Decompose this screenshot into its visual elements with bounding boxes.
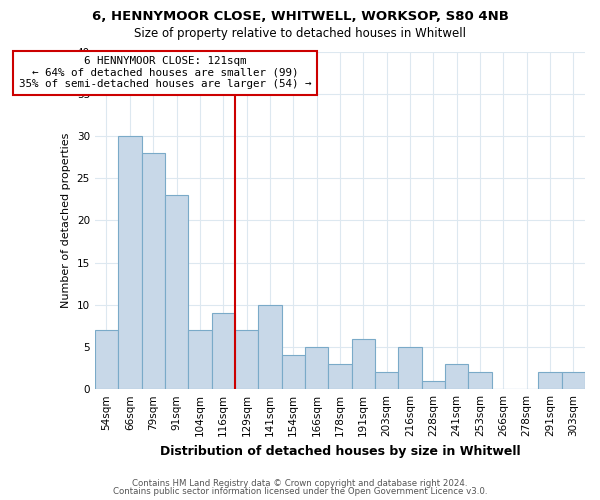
- Bar: [328, 364, 352, 389]
- Bar: [118, 136, 142, 389]
- Text: Contains HM Land Registry data © Crown copyright and database right 2024.: Contains HM Land Registry data © Crown c…: [132, 478, 468, 488]
- X-axis label: Distribution of detached houses by size in Whitwell: Distribution of detached houses by size …: [160, 444, 520, 458]
- Bar: [188, 330, 212, 389]
- Bar: [258, 305, 281, 389]
- Bar: [375, 372, 398, 389]
- Bar: [398, 347, 422, 389]
- Text: 6, HENNYMOOR CLOSE, WHITWELL, WORKSOP, S80 4NB: 6, HENNYMOOR CLOSE, WHITWELL, WORKSOP, S…: [92, 10, 508, 23]
- Bar: [165, 195, 188, 389]
- Y-axis label: Number of detached properties: Number of detached properties: [61, 132, 71, 308]
- Text: Size of property relative to detached houses in Whitwell: Size of property relative to detached ho…: [134, 28, 466, 40]
- Bar: [538, 372, 562, 389]
- Bar: [212, 313, 235, 389]
- Bar: [445, 364, 468, 389]
- Bar: [281, 356, 305, 389]
- Bar: [422, 380, 445, 389]
- Bar: [352, 338, 375, 389]
- Bar: [235, 330, 258, 389]
- Text: 6 HENNYMOOR CLOSE: 121sqm
← 64% of detached houses are smaller (99)
35% of semi-: 6 HENNYMOOR CLOSE: 121sqm ← 64% of detac…: [19, 56, 311, 89]
- Bar: [468, 372, 491, 389]
- Bar: [305, 347, 328, 389]
- Text: Contains public sector information licensed under the Open Government Licence v3: Contains public sector information licen…: [113, 487, 487, 496]
- Bar: [142, 153, 165, 389]
- Bar: [562, 372, 585, 389]
- Bar: [95, 330, 118, 389]
